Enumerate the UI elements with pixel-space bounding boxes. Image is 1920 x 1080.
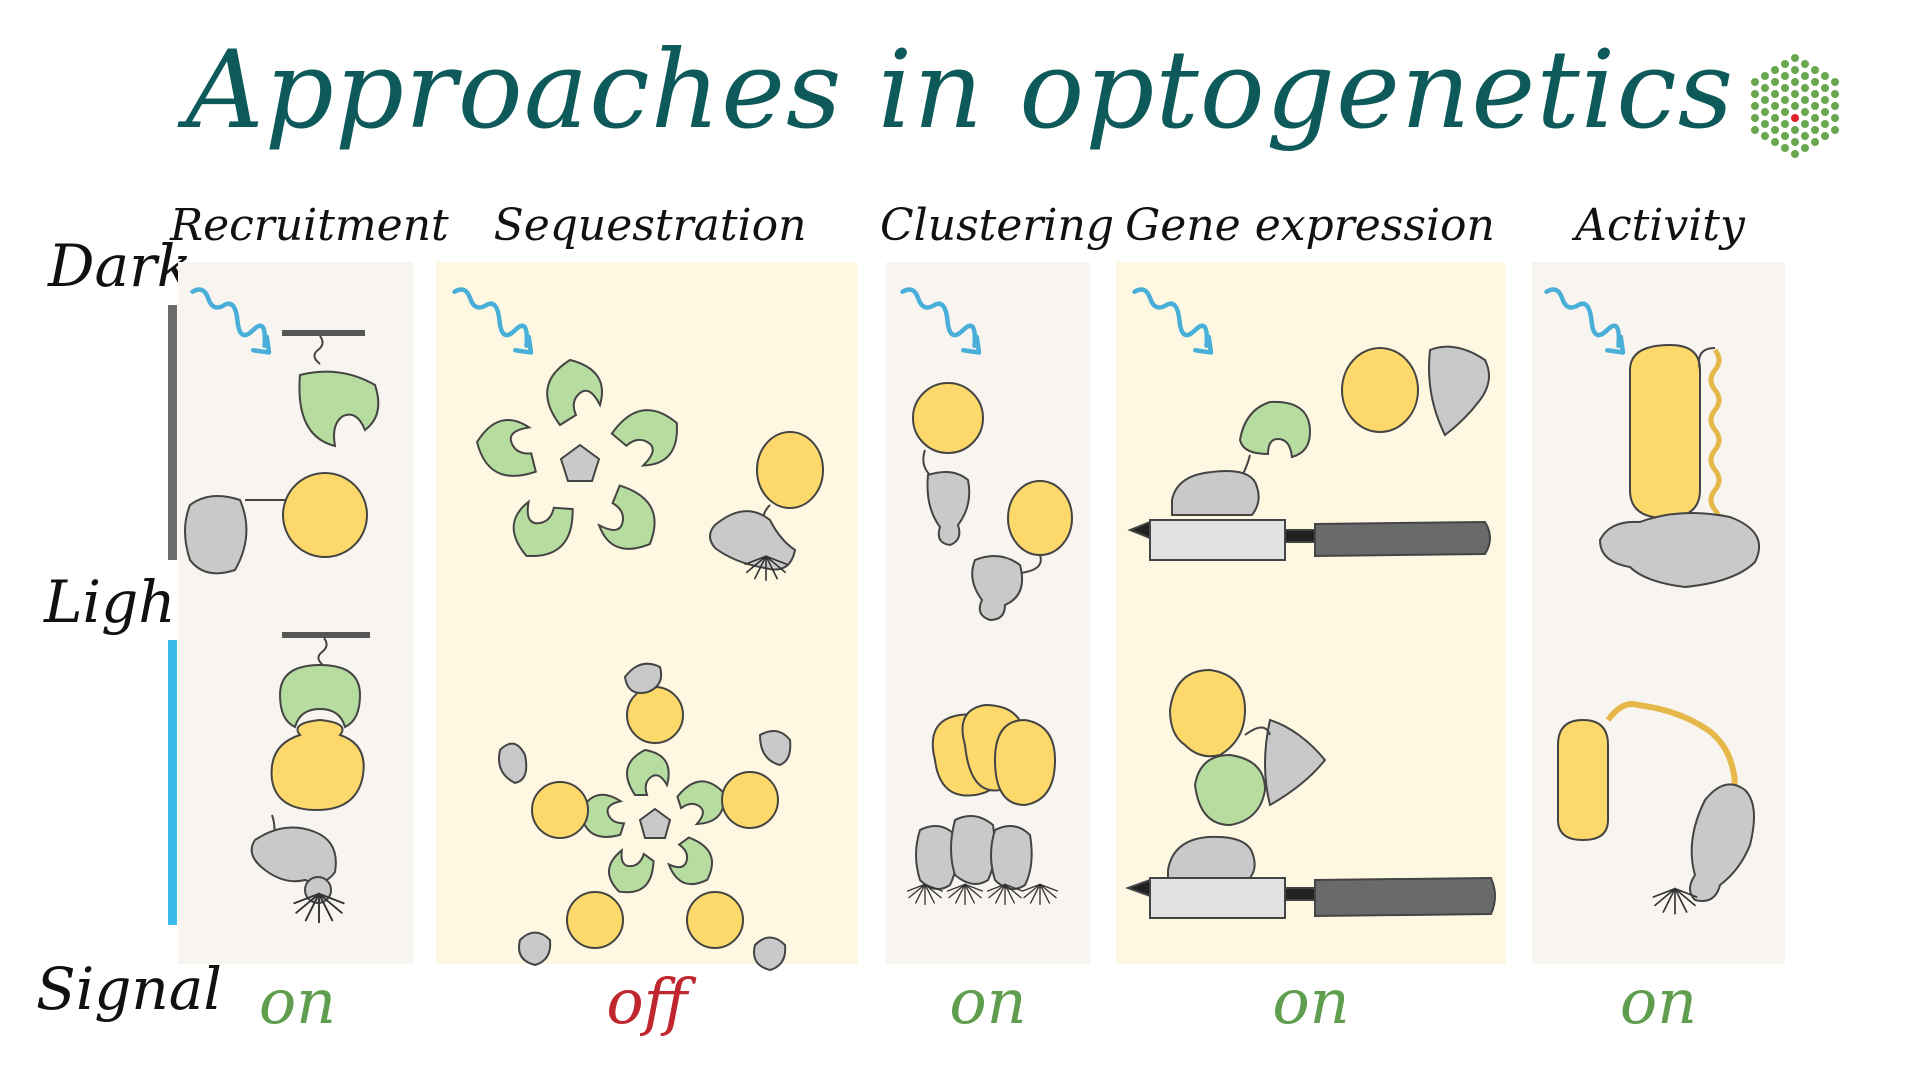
column-header-activity: Activity	[1575, 200, 1745, 251]
light-arrow-icon	[1135, 290, 1212, 353]
hexagon-dots-logo	[1751, 54, 1839, 158]
light-arrow-icon	[1547, 290, 1624, 353]
column-header-sequestration: Sequestration	[493, 200, 807, 251]
signal-clustering: on	[949, 965, 1027, 1038]
signal-gene-expression: on	[1272, 965, 1350, 1038]
page-title: Approaches in optogenetics	[185, 28, 1735, 153]
column-header-recruitment: Recruitment	[170, 200, 449, 251]
column-header-gene-expression: Gene expression	[1125, 200, 1495, 251]
column-header-clustering: Clustering	[880, 200, 1114, 251]
row-label-dark: Dark	[48, 232, 192, 300]
light-bar	[168, 640, 177, 925]
signal-sequestration: off	[606, 965, 688, 1038]
panel-sequestration	[436, 262, 858, 964]
row-label-light: Light	[44, 568, 199, 636]
signal-recruitment: on	[258, 965, 337, 1038]
signal-activity: on	[1619, 965, 1698, 1038]
light-arrow-icon	[903, 290, 980, 353]
light-arrow-icon	[193, 290, 270, 353]
dark-bar	[168, 305, 177, 560]
row-label-signal: Signal	[36, 955, 222, 1023]
light-arrow-icon	[455, 290, 532, 353]
